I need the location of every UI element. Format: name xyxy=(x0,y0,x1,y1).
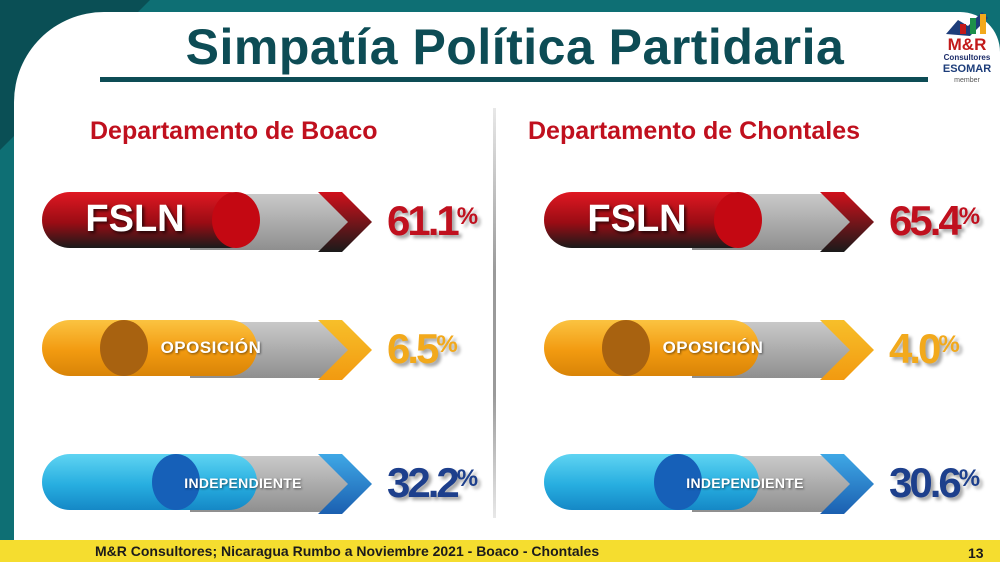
percent-sign: % xyxy=(456,465,479,492)
logo-brand: M&R xyxy=(947,35,987,54)
chart-title-boaco: Departamento de Boaco xyxy=(90,117,378,145)
chart-title-chontales: Departamento de Chontales xyxy=(528,117,861,145)
value-number: 4.0 xyxy=(889,325,941,372)
bar-label-independiente: INDEPENDIENTE xyxy=(184,475,302,491)
bar-pill xyxy=(42,192,257,248)
bar-pill xyxy=(544,454,759,510)
bar-label-fsln: FSLN xyxy=(587,198,687,240)
value-number: 65.4 xyxy=(889,197,962,244)
logo-subtitle: Consultores xyxy=(943,53,991,62)
bar-cap xyxy=(602,320,650,376)
data-label-fsln: 61.1% xyxy=(387,200,478,242)
bar-label-independiente: INDEPENDIENTE xyxy=(686,475,804,491)
bar-oposicion-0 xyxy=(42,320,372,380)
bar-pill xyxy=(42,454,257,510)
bar-label-oposicion: OPOSICIÓN xyxy=(160,338,262,357)
page-title: Simpatía Política Partidaria xyxy=(185,19,845,75)
page-number: 13 xyxy=(968,545,984,561)
bar-cap xyxy=(654,454,702,510)
bar-fsln-0 xyxy=(42,192,372,252)
slide-card xyxy=(14,12,1000,540)
chevron-right-icon xyxy=(318,320,372,380)
chevron-right-icon xyxy=(820,192,874,252)
bar-oposicion-1 xyxy=(544,320,874,380)
chevron-right-icon xyxy=(318,454,372,514)
data-label-independiente: 32.2% xyxy=(387,462,478,504)
title-underline xyxy=(100,77,928,82)
bar-pill xyxy=(42,320,257,376)
bar-label-fsln: FSLN xyxy=(85,198,185,240)
value-number: 61.1 xyxy=(387,197,460,244)
data-label-fsln: 65.4% xyxy=(889,200,980,242)
value-number: 32.2 xyxy=(387,459,460,506)
bar-pill xyxy=(544,192,759,248)
footer-bar xyxy=(0,540,1000,562)
bar-cap xyxy=(152,454,200,510)
logo-member: member xyxy=(954,77,980,84)
bar-pill xyxy=(544,320,759,376)
data-label-independiente: 30.6% xyxy=(889,462,980,504)
column-divider xyxy=(493,108,496,518)
bar-cap xyxy=(212,192,260,248)
percent-sign: % xyxy=(456,203,479,230)
chevron-right-icon xyxy=(820,320,874,380)
data-label-oposicion: 4.0% xyxy=(889,328,960,370)
value-number: 30.6 xyxy=(889,459,962,506)
chevron-right-icon xyxy=(820,454,874,514)
logo-esomar: ESOMAR xyxy=(942,63,992,75)
bar-cap xyxy=(100,320,148,376)
bar-independiente-1 xyxy=(544,454,874,514)
bar-fsln-1 xyxy=(544,192,874,252)
bar-cap xyxy=(714,192,762,248)
percent-sign: % xyxy=(958,465,981,492)
bar-label-oposicion: OPOSICIÓN xyxy=(662,338,764,357)
logo-graphic-icon xyxy=(946,12,988,36)
percent-sign: % xyxy=(938,331,960,358)
mr-consultores-logo: M&R Consultores ESOMAR member xyxy=(940,8,994,86)
percent-sign: % xyxy=(436,331,458,358)
value-number: 6.5 xyxy=(387,325,439,372)
chevron-right-icon xyxy=(318,192,372,252)
percent-sign: % xyxy=(958,203,981,230)
data-label-oposicion: 6.5% xyxy=(387,328,458,370)
footer-source: M&R Consultores; Nicaragua Rumbo a Novie… xyxy=(95,543,600,559)
bar-independiente-0 xyxy=(42,454,372,514)
